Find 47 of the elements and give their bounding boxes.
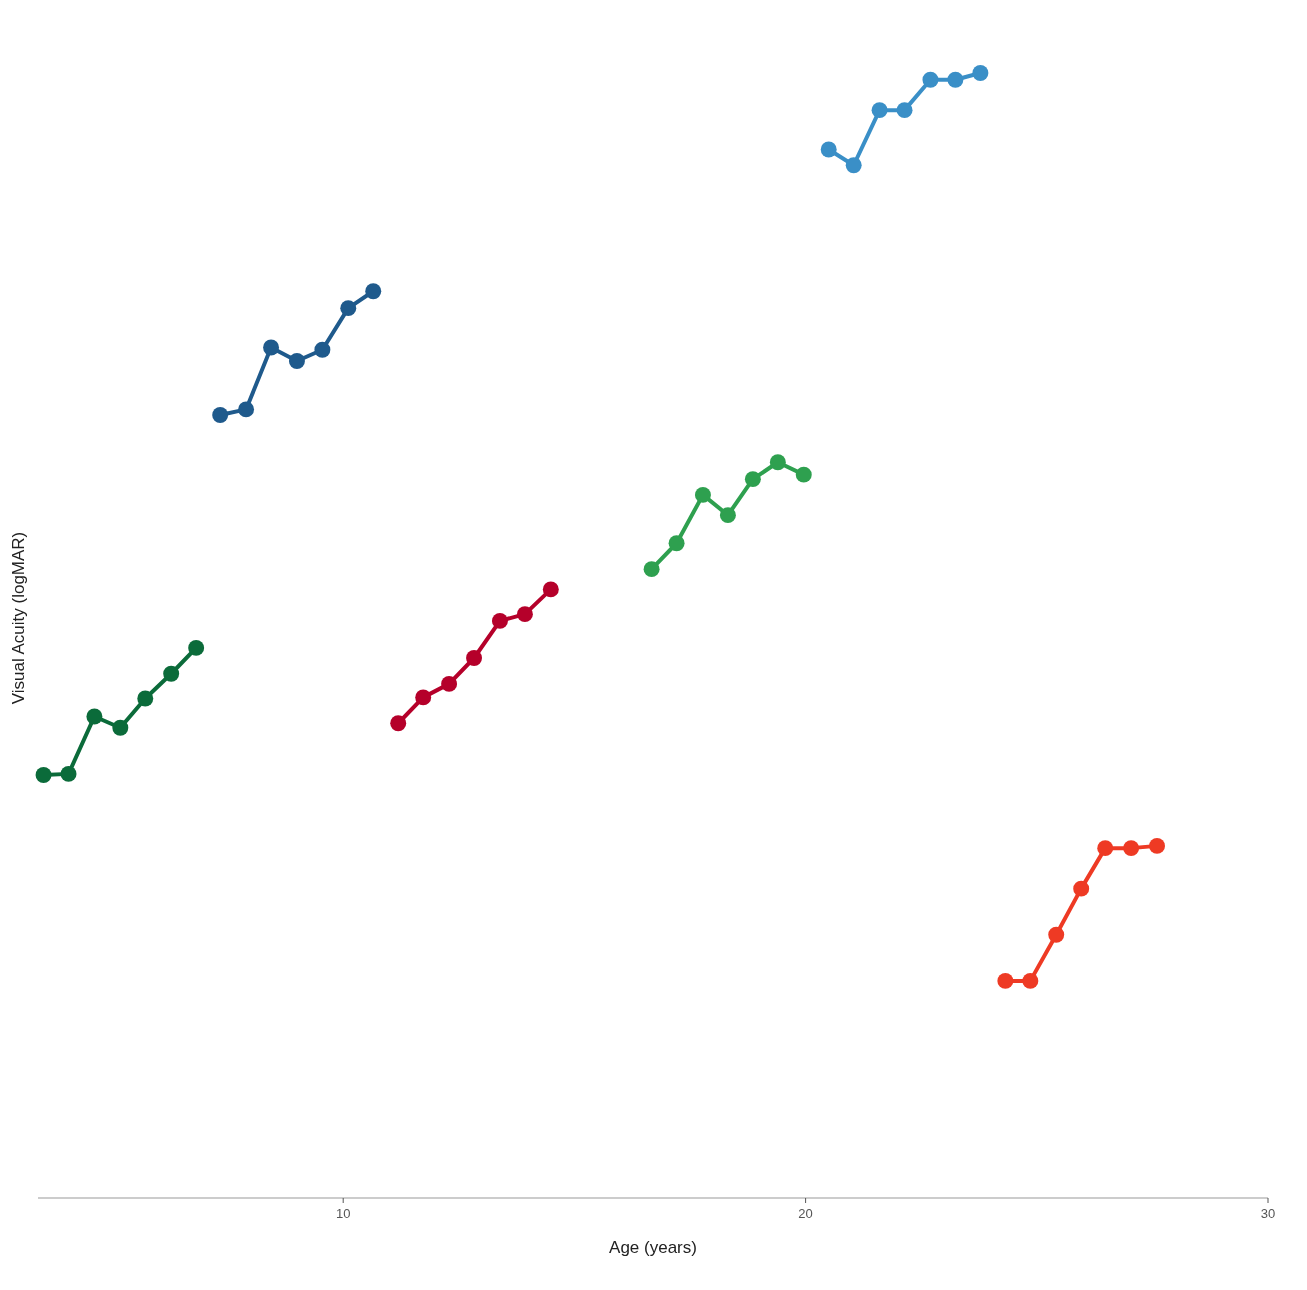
point (137, 690, 154, 707)
point (314, 341, 331, 358)
point (997, 972, 1014, 989)
point (744, 471, 761, 488)
point (238, 401, 255, 418)
point (60, 765, 77, 782)
point (1097, 840, 1114, 857)
point (668, 535, 685, 552)
point (643, 561, 660, 578)
y-axis-title: Visual Acuity (logMAR) (9, 531, 28, 705)
point (1048, 926, 1065, 943)
x-tick-label: 20 (798, 1206, 813, 1221)
point (491, 612, 508, 629)
point (466, 650, 483, 666)
x-tick-label: 10 (335, 1206, 351, 1221)
point (390, 715, 407, 732)
point (441, 675, 458, 692)
point (365, 283, 382, 300)
point (288, 353, 305, 369)
point (845, 157, 862, 174)
point (263, 339, 280, 356)
point (1073, 880, 1090, 897)
point (415, 689, 432, 706)
point (542, 581, 559, 598)
point (1149, 837, 1165, 854)
point (1022, 972, 1039, 989)
point (212, 407, 229, 423)
x-tick-label: 30 (1260, 1206, 1276, 1221)
point (516, 606, 533, 623)
point (86, 708, 103, 725)
point (1123, 840, 1140, 857)
point (694, 486, 711, 503)
point (188, 639, 205, 656)
point (719, 507, 736, 524)
point (820, 141, 837, 158)
point (35, 767, 52, 783)
point (922, 71, 939, 88)
point (769, 454, 786, 471)
x-axis-title: Age (years) (609, 1238, 697, 1257)
point (163, 665, 180, 682)
point (871, 102, 888, 119)
point (112, 719, 129, 736)
point (340, 300, 357, 317)
point (947, 71, 964, 88)
point (896, 102, 913, 119)
point (972, 65, 989, 81)
point (795, 466, 812, 483)
